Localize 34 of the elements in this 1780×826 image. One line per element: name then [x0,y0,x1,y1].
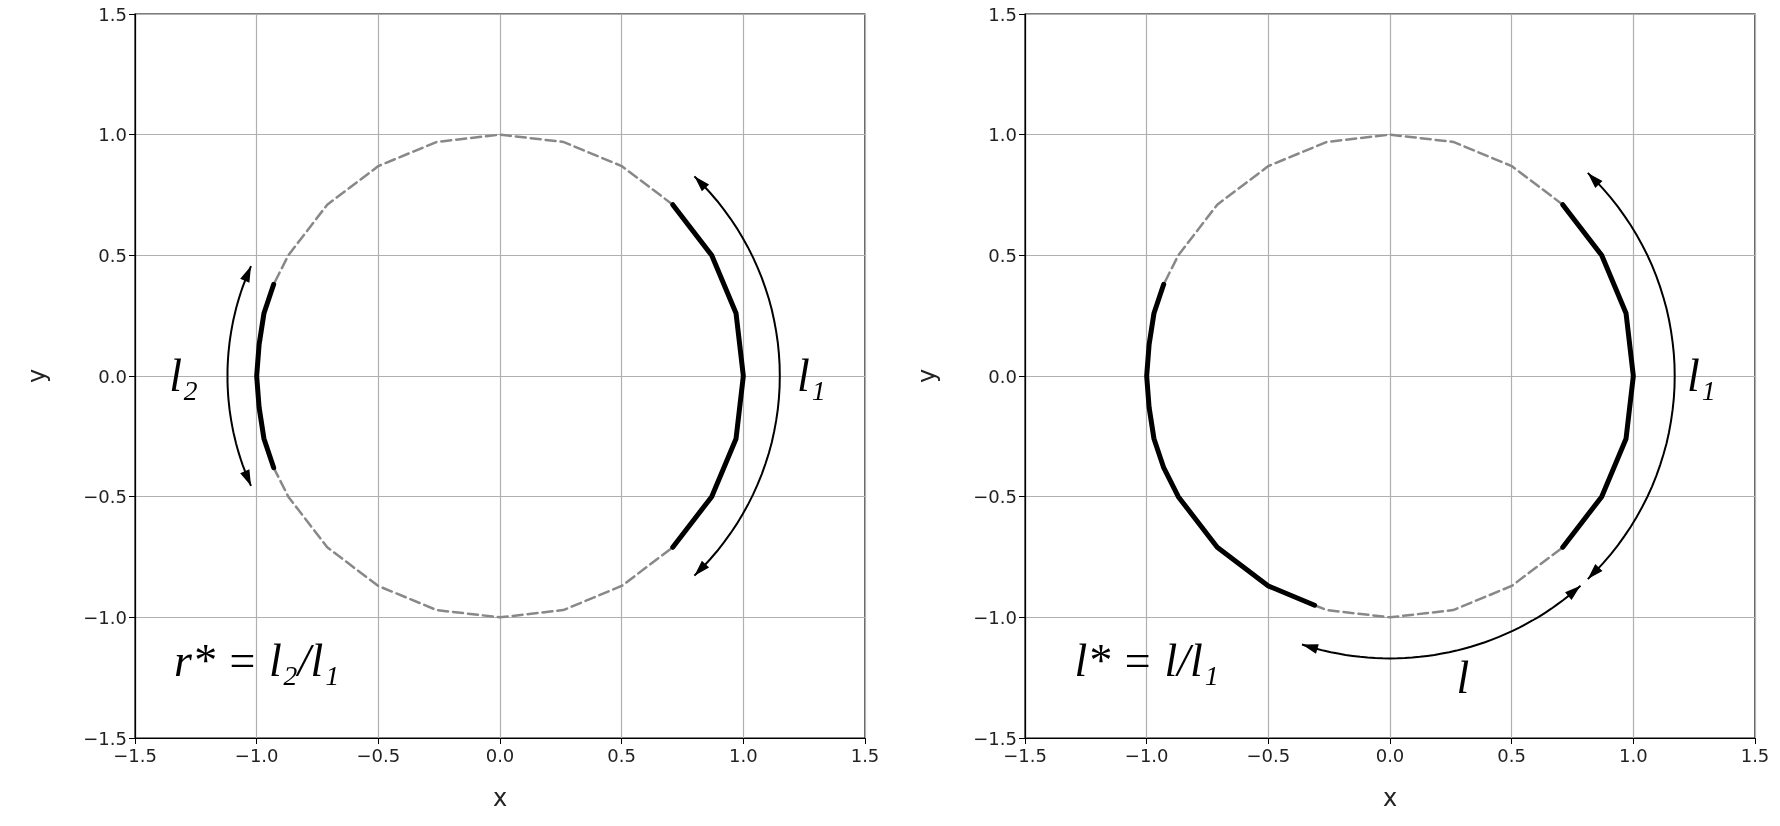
x-tick-label: 0.5 [1497,744,1526,766]
annotation: l₁ [1687,350,1716,401]
x-tick-label: 1.5 [850,744,880,766]
y-tick-label: 1.0 [98,124,127,146]
y-axis-title: y [23,368,51,384]
x-axis-title: x [492,784,508,812]
y-tick-label: −0.5 [973,486,1017,508]
y-tick-label: 1.5 [988,3,1017,25]
x-tick-label: −0.5 [356,744,401,766]
x-tick-label: −0.5 [1246,744,1291,766]
annotation: l [1456,651,1470,703]
y-axis-title: y [913,368,941,384]
y-tick-label: 1.0 [988,124,1017,146]
y-tick-label: −1.0 [973,606,1017,628]
y-tick-label: 0.5 [98,244,127,266]
y-tick-label: 1.5 [98,3,127,25]
y-tick-label: 0.0 [988,365,1017,387]
x-tick-label: 1.0 [1619,744,1648,766]
x-tick-label: −1.0 [234,744,279,766]
y-tick-label: 0.5 [988,244,1017,266]
x-tick-label: 0.5 [607,744,636,766]
y-tick-label: 0.0 [98,365,127,387]
y-tick-label: −1.0 [83,606,127,628]
x-tick-label: 1.0 [729,744,758,766]
y-tick-label: −0.5 [83,486,127,508]
x-axis-title: x [1382,784,1398,812]
x-tick-label: 1.5 [1740,744,1770,766]
annotation: l* = l/l₁ [1074,634,1219,686]
annotation: r* = l₂/l₁ [174,634,340,686]
x-tick-label: 0.0 [1375,744,1405,766]
annotation: l₁ [797,350,826,401]
x-tick-label: −1.0 [1124,744,1169,766]
x-tick-label: 0.0 [485,744,515,766]
annotation: l₂ [169,350,199,401]
